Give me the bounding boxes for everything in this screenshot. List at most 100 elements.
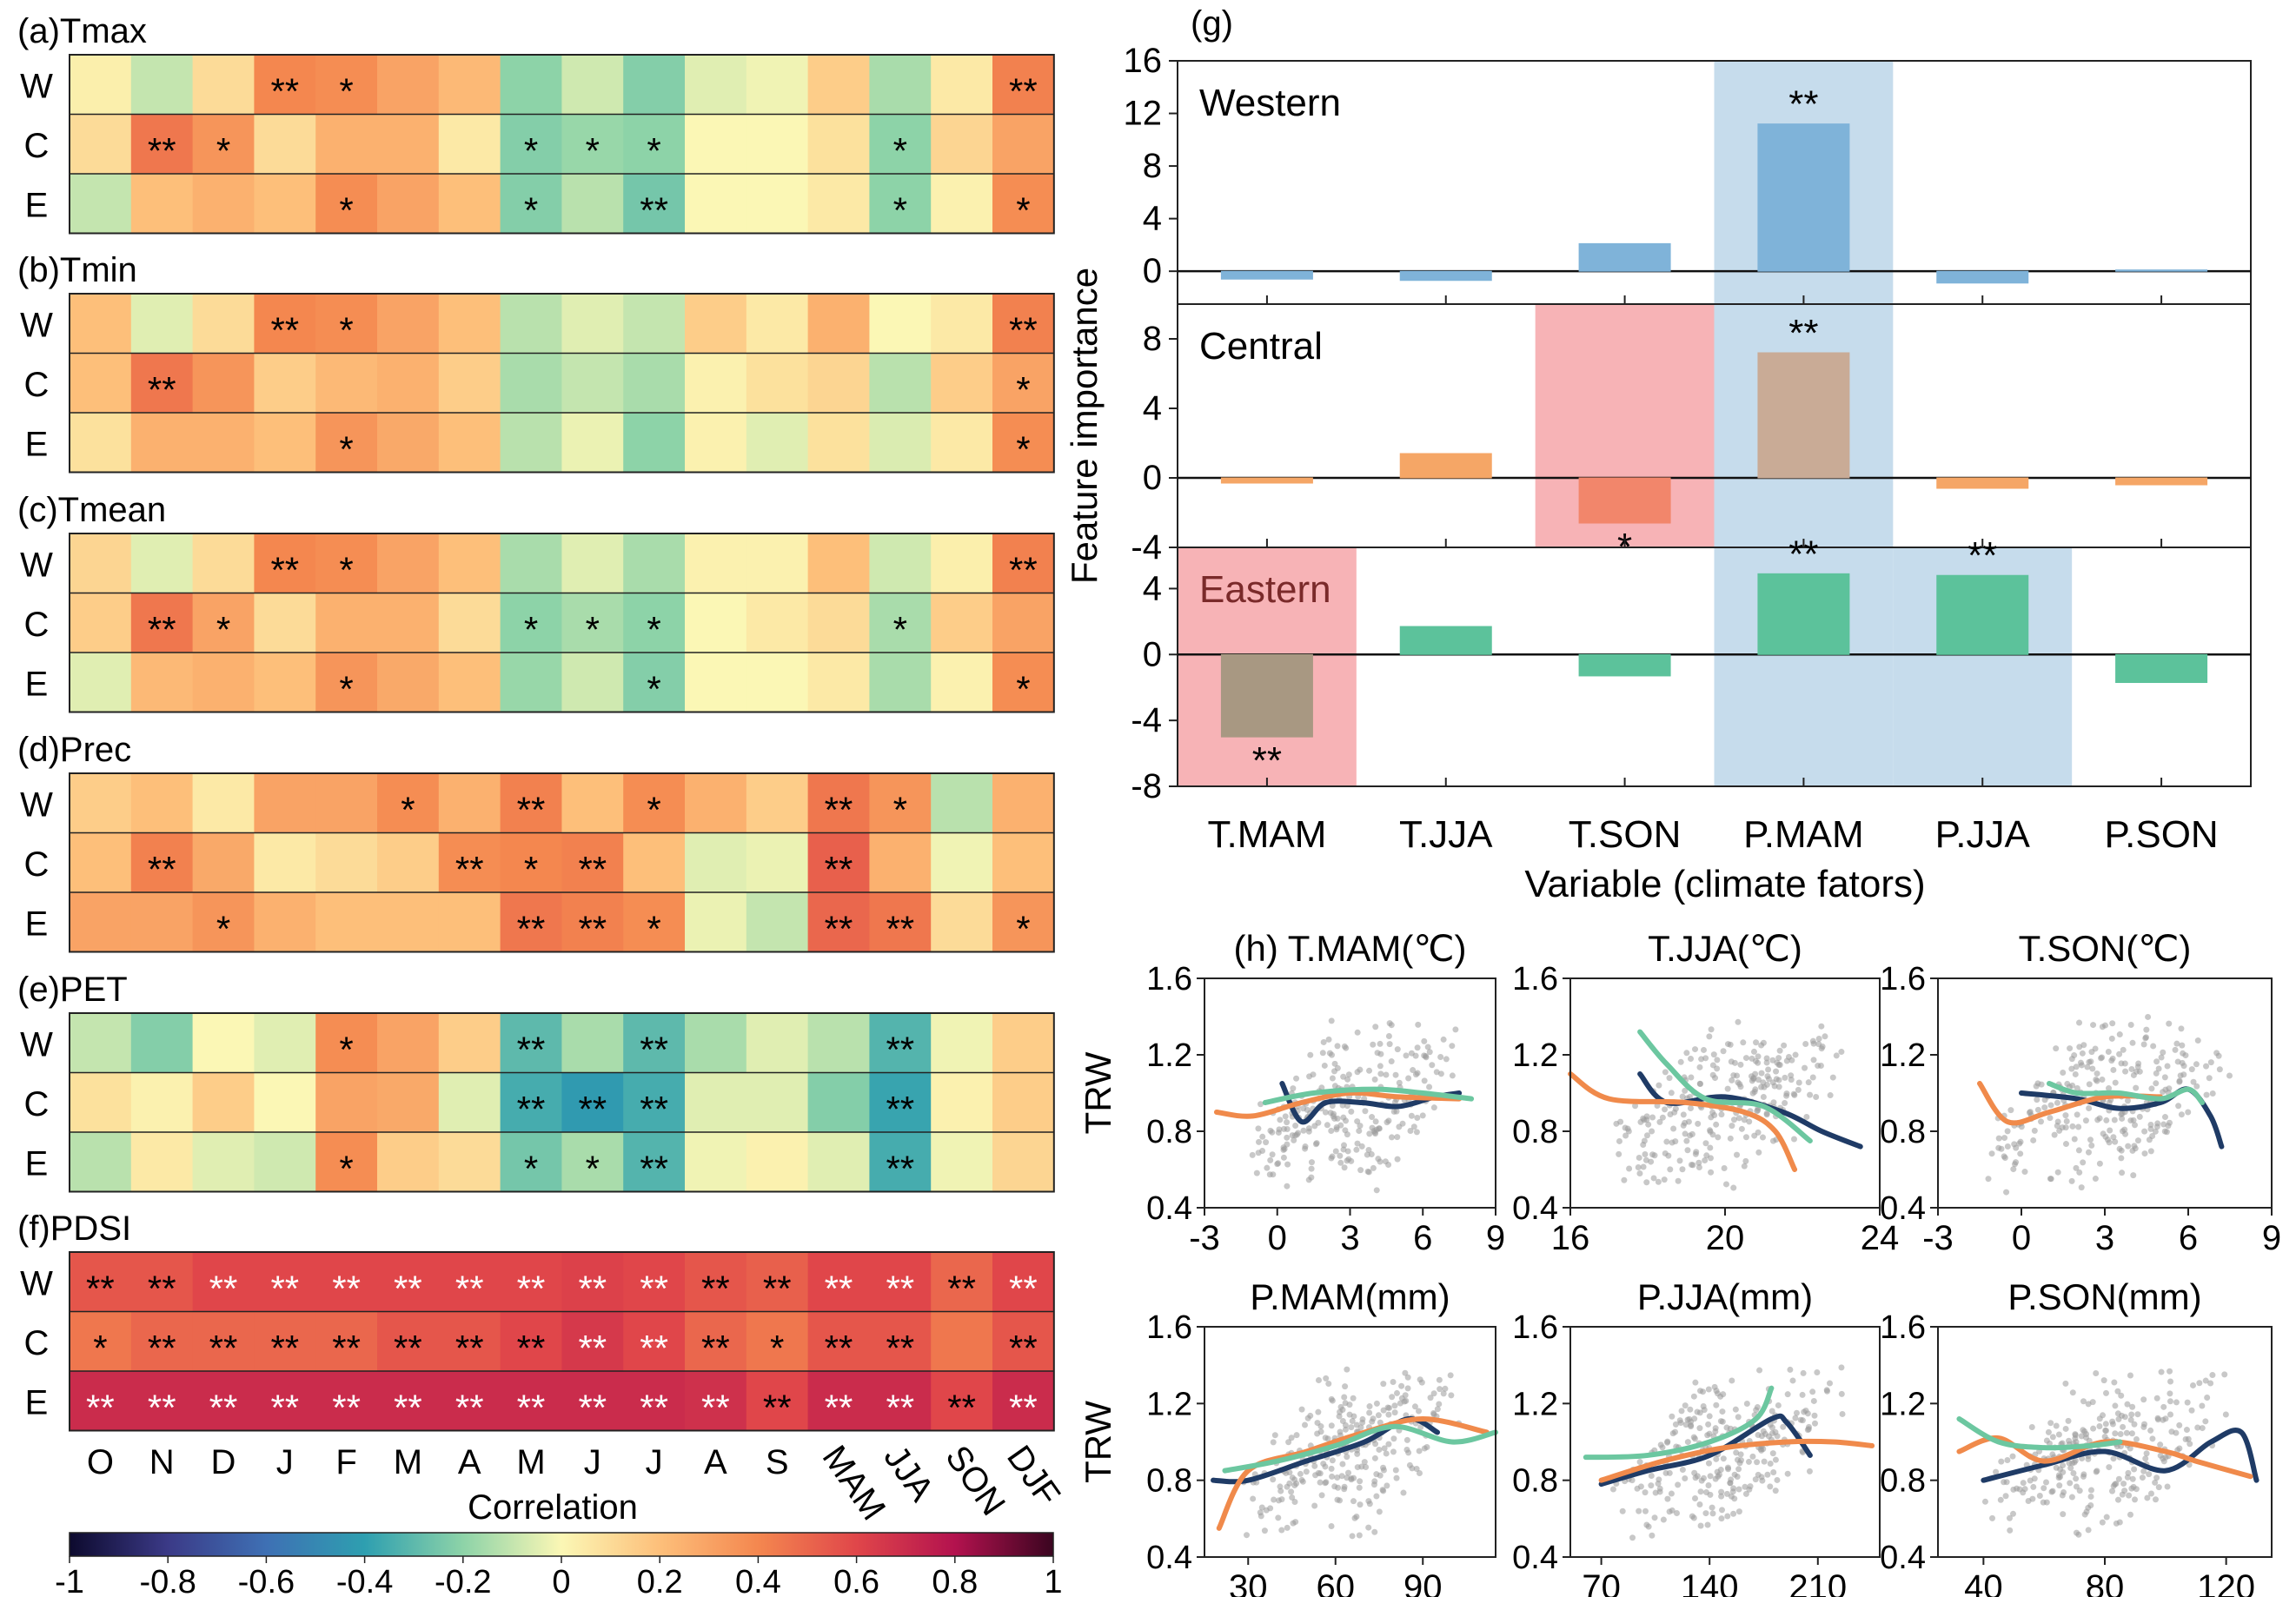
data-point: [1662, 1150, 1669, 1156]
data-point: [1675, 1481, 1682, 1488]
heatmap-cell: [685, 593, 747, 653]
data-point: [1649, 1128, 1656, 1135]
data-point: [1626, 1165, 1633, 1172]
data-point: [2102, 1389, 2109, 1396]
data-point: [2125, 1143, 2132, 1150]
data-point: [1354, 1118, 1361, 1125]
data-point: [1629, 1477, 1636, 1484]
subplot-title: P.MAM(mm): [1250, 1276, 1450, 1317]
data-point: [1344, 1103, 1350, 1110]
heatmap-cell: [192, 353, 255, 414]
data-point: [1754, 1459, 1761, 1466]
data-point: [2134, 1137, 2141, 1144]
y-tick-label: 1.2: [1512, 1386, 1558, 1422]
bar-T.JJA: [1399, 453, 1492, 479]
heatmap-cell: [807, 593, 870, 653]
data-point: [1337, 1408, 1344, 1415]
heatmap-cell: [992, 413, 1055, 473]
data-point: [1285, 1439, 1292, 1446]
heatmap-cell: [70, 773, 132, 833]
data-point: [1636, 1154, 1642, 1161]
data-point: [2045, 1428, 2052, 1435]
data-point: [1261, 1527, 1268, 1534]
data-point: [1688, 1056, 1695, 1063]
y-tick-label: -4: [1131, 701, 1162, 739]
data-point: [1440, 1390, 1447, 1397]
heatmap-cell: [869, 1311, 932, 1372]
heatmap-cell: [685, 533, 747, 593]
data-point: [1636, 1508, 1642, 1514]
data-point: [2034, 1106, 2041, 1113]
heatmap-cell: [931, 294, 993, 354]
data-point: [2160, 1403, 2167, 1410]
data-point: [2165, 1123, 2172, 1130]
data-point: [2146, 1471, 2153, 1478]
heatmap-cell: [685, 1013, 747, 1073]
data-point: [1815, 1041, 1822, 1048]
heatmap-cell: [869, 353, 932, 414]
y-tick-label: 16: [1124, 42, 1163, 80]
data-point: [1656, 1082, 1662, 1089]
data-point: [2067, 1045, 2074, 1052]
heatmap-cell: [315, 1252, 378, 1312]
data-point: [1401, 1398, 1408, 1405]
heatmap-cell: [130, 114, 194, 175]
data-point: [1415, 1021, 1422, 1028]
heatmap-cell: [70, 1311, 132, 1372]
data-point: [1414, 1115, 1421, 1122]
significance-mark: **: [148, 1328, 176, 1368]
heatmap-cell: [315, 413, 378, 473]
data-point: [1288, 1435, 1295, 1441]
significance-mark: **: [1009, 309, 1038, 350]
significance-mark: **: [209, 1268, 238, 1309]
data-point: [2067, 1465, 2074, 1472]
data-point: [2049, 1434, 2056, 1441]
data-point: [2094, 1077, 2100, 1084]
data-point: [1311, 1462, 1318, 1469]
data-point: [1356, 1128, 1363, 1135]
data-point: [1818, 1045, 1825, 1052]
data-point: [2099, 1054, 2106, 1061]
data-point: [1799, 1417, 1806, 1424]
data-point: [1414, 1044, 1421, 1051]
data-point: [2203, 1063, 2210, 1070]
significance-mark: **: [825, 1268, 853, 1309]
heatmap-cell: [500, 533, 562, 593]
data-point: [2122, 1130, 2129, 1137]
data-point: [1805, 1079, 1812, 1086]
data-point: [1741, 1163, 1748, 1170]
data-point: [1742, 1134, 1749, 1141]
data-point: [2055, 1431, 2062, 1438]
data-point: [1691, 1435, 1698, 1442]
significance-mark: **: [270, 1387, 299, 1428]
data-point: [2160, 1458, 2167, 1465]
data-point: [1755, 1149, 1762, 1156]
data-point: [1643, 1132, 1650, 1139]
significance-mark: **: [886, 1148, 914, 1189]
data-point: [1353, 1514, 1360, 1521]
data-point: [1770, 1099, 1777, 1106]
data-point: [2139, 1474, 2146, 1481]
heatmap-cell: [130, 653, 194, 712]
data-point: [1755, 1059, 1762, 1066]
data-point: [2096, 1115, 2103, 1122]
data-point: [1394, 1134, 1401, 1141]
data-point: [1993, 1468, 2000, 1475]
heatmap-cell: [438, 413, 501, 473]
data-point: [1810, 1397, 1817, 1404]
data-point: [2133, 1084, 2140, 1091]
heatmap-cell: [685, 55, 747, 115]
data-point: [1349, 1533, 1356, 1540]
data-point: [1682, 1402, 1689, 1409]
data-point: [2176, 1445, 2183, 1452]
significance-mark: **: [332, 1328, 361, 1368]
data-point: [2135, 1060, 2142, 1067]
data-point: [1424, 1044, 1431, 1050]
data-point: [2127, 1021, 2134, 1028]
data-point: [1989, 1514, 1996, 1521]
data-point: [2087, 1136, 2094, 1143]
y-tick-label: 1.2: [1146, 1386, 1192, 1422]
bar-P.MAM: [1757, 123, 1850, 272]
data-point: [2182, 1052, 2189, 1059]
heatmap-cell: [438, 294, 501, 354]
